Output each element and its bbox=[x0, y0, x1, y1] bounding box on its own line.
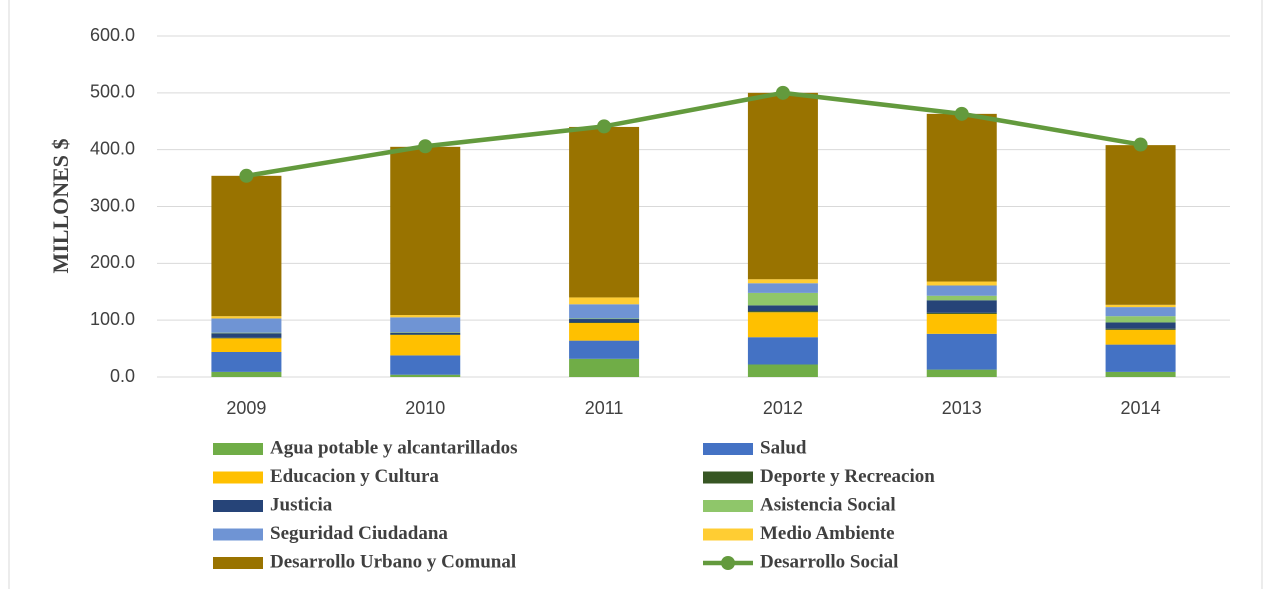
legend-swatch bbox=[703, 471, 753, 484]
bar-segment bbox=[747, 311, 818, 313]
y-tick-label: 100.0 bbox=[90, 309, 135, 329]
y-tick-label: 400.0 bbox=[90, 138, 135, 158]
bar-segment bbox=[390, 317, 461, 333]
legend-swatch bbox=[213, 528, 263, 541]
bar-segment bbox=[211, 175, 282, 317]
legend-label: Medio Ambiente bbox=[760, 523, 895, 544]
line-marker bbox=[239, 168, 254, 183]
bar-segment bbox=[390, 355, 461, 375]
bar-segment bbox=[926, 113, 997, 282]
bar-segment bbox=[211, 371, 282, 377]
line-marker bbox=[1133, 137, 1148, 152]
bar-segment bbox=[390, 332, 461, 335]
legend-label: Justicia bbox=[270, 494, 333, 515]
bar-segment bbox=[1105, 307, 1176, 317]
bar-segment bbox=[1105, 329, 1176, 345]
bar-segment bbox=[569, 340, 640, 359]
bar-segment bbox=[390, 315, 461, 318]
bar-segment bbox=[926, 281, 997, 286]
y-axis-title: MILLONES $ bbox=[48, 138, 73, 273]
bar-segment bbox=[926, 369, 997, 377]
bar-segment bbox=[390, 374, 461, 377]
line bbox=[246, 90, 1141, 179]
bar-segment bbox=[569, 318, 640, 320]
bar-segment bbox=[747, 364, 818, 377]
bar-segment bbox=[747, 305, 818, 312]
bar-segment bbox=[211, 333, 282, 338]
bar-segment bbox=[569, 304, 640, 319]
y-tick-label: 200.0 bbox=[90, 252, 135, 272]
bar-segment bbox=[390, 334, 461, 356]
legend-label: Educacion y Cultura bbox=[270, 466, 439, 487]
bar-segment bbox=[569, 297, 640, 305]
bar-segment bbox=[747, 337, 818, 365]
bar-segment bbox=[1105, 316, 1176, 323]
bar-segment bbox=[1105, 304, 1176, 308]
bar-segment bbox=[569, 323, 640, 341]
legend-label: Seguridad Ciudadana bbox=[270, 523, 448, 544]
bar-segment bbox=[747, 279, 818, 284]
y-tick-label: 0.0 bbox=[110, 366, 135, 386]
bar-segment bbox=[211, 338, 282, 352]
legend-label: Desarrollo Urbano y Comunal bbox=[270, 551, 516, 572]
legend-marker bbox=[721, 556, 735, 570]
x-tick-label: 2012 bbox=[763, 398, 803, 418]
legend-label: Salud bbox=[760, 437, 807, 458]
bar-segment bbox=[211, 318, 282, 333]
legend-swatch bbox=[703, 500, 753, 512]
legend-swatch bbox=[213, 471, 263, 484]
bar-segment bbox=[1105, 344, 1176, 372]
bar-segment bbox=[390, 332, 461, 333]
bar-segment bbox=[926, 312, 997, 314]
bar-segment bbox=[569, 126, 640, 298]
bar-segment bbox=[926, 313, 997, 334]
legend-swatch bbox=[213, 557, 263, 569]
legend-label: Desarrollo Social bbox=[760, 551, 898, 572]
bar-segment bbox=[747, 312, 818, 338]
bar-segment bbox=[569, 358, 640, 377]
bar-segment bbox=[926, 285, 997, 296]
y-tick-label: 600.0 bbox=[90, 25, 135, 45]
x-tick-label: 2014 bbox=[1121, 398, 1161, 418]
x-tick-label: 2013 bbox=[942, 398, 982, 418]
bar-segment bbox=[747, 92, 818, 280]
legend-swatch bbox=[213, 443, 263, 455]
legend-swatch bbox=[703, 443, 753, 455]
line-marker bbox=[775, 85, 790, 100]
bar-segment bbox=[1105, 328, 1176, 330]
bar-segment bbox=[390, 334, 461, 335]
bar-segment bbox=[211, 337, 282, 339]
legend-swatch bbox=[213, 500, 263, 512]
legend-label: Agua potable y alcantarillados bbox=[270, 437, 518, 458]
bar-segment bbox=[1105, 145, 1176, 305]
line-marker bbox=[418, 139, 433, 154]
bar-segment bbox=[747, 283, 818, 293]
y-tick-label: 500.0 bbox=[90, 82, 135, 102]
line-marker bbox=[597, 119, 612, 134]
bar-segment bbox=[211, 351, 282, 372]
bar-segment bbox=[1105, 371, 1176, 377]
y-tick-label: 300.0 bbox=[90, 195, 135, 215]
bar-segment bbox=[569, 319, 640, 323]
bar-segment bbox=[211, 332, 282, 334]
bar-segment bbox=[926, 300, 997, 313]
legend-label: Deporte y Recreacion bbox=[760, 466, 935, 487]
bar-segment bbox=[747, 292, 818, 306]
legend-label: Asistencia Social bbox=[760, 494, 896, 515]
x-tick-label: 2009 bbox=[226, 398, 266, 418]
bar-segment bbox=[926, 295, 997, 301]
line-marker bbox=[954, 106, 969, 121]
legend-swatch bbox=[703, 528, 753, 541]
bar-segment bbox=[390, 146, 461, 316]
bar-segment bbox=[926, 333, 997, 370]
x-tick-label: 2011 bbox=[585, 398, 624, 418]
bar-segment bbox=[1105, 322, 1176, 329]
x-tick-label: 2010 bbox=[405, 398, 445, 418]
bar-segment bbox=[569, 322, 640, 324]
bar-segment bbox=[211, 316, 282, 319]
